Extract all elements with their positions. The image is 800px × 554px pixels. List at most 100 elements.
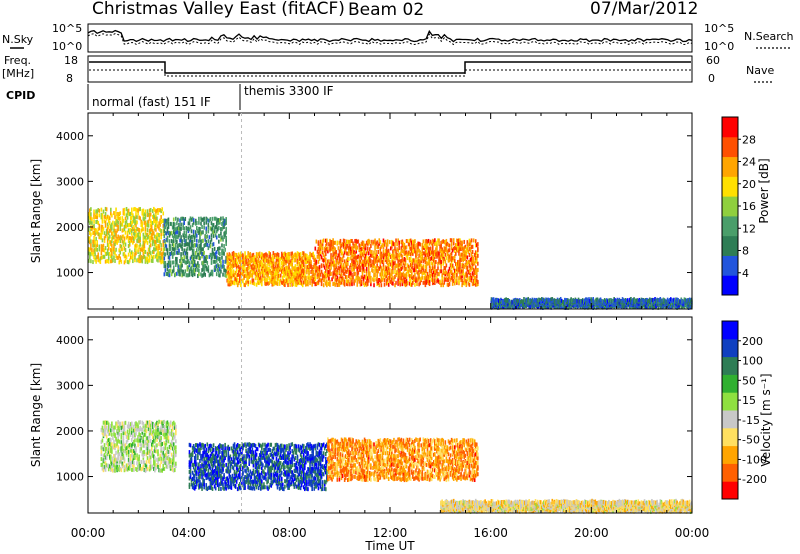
heatmap-cell — [511, 300, 514, 305]
heatmap-cell — [130, 255, 133, 260]
heatmap-cell — [465, 263, 468, 268]
heatmap-cell — [637, 298, 640, 303]
heatmap-cell — [291, 268, 294, 273]
heatmap-cell — [360, 251, 363, 256]
heatmap-cell — [150, 227, 153, 232]
heatmap-cell — [154, 247, 156, 252]
heatmap-cell — [137, 227, 139, 232]
heatmap-cell — [418, 265, 420, 270]
heatmap-cell — [451, 248, 454, 253]
heatmap-cell — [230, 263, 233, 268]
heatmap-cell — [615, 302, 618, 307]
heatmap-cell — [456, 247, 458, 252]
heatmap-cell — [123, 211, 126, 216]
heatmap-cell — [374, 268, 376, 273]
heatmap-cell — [160, 243, 162, 248]
heatmap-cell — [473, 261, 476, 266]
heatmap-cell — [246, 267, 248, 272]
heatmap-cell — [317, 254, 320, 259]
heatmap-cell — [397, 271, 399, 276]
heatmap-cell — [144, 223, 147, 228]
heatmap-cell — [101, 255, 104, 260]
heatmap-cell — [118, 216, 121, 221]
heatmap-cell — [323, 274, 326, 279]
heatmap-cell — [192, 220, 195, 225]
heatmap-cell — [219, 256, 221, 261]
heatmap-cell — [182, 251, 184, 256]
heatmap-cell — [191, 269, 194, 274]
heatmap-cell — [166, 235, 169, 240]
heatmap-cell — [466, 242, 469, 247]
heatmap-cell — [156, 235, 158, 240]
heatmap-cell — [423, 270, 426, 275]
heatmap-cell — [275, 271, 278, 276]
heatmap-cell — [429, 239, 432, 244]
heatmap-cell — [159, 218, 161, 223]
heatmap-cell — [401, 265, 404, 270]
heatmap-cell — [468, 269, 471, 274]
heatmap-cell — [135, 223, 137, 228]
heatmap-cell — [390, 246, 392, 251]
heatmap-cell — [354, 278, 356, 283]
heatmap-cell — [402, 259, 405, 264]
heatmap-cell — [255, 270, 258, 275]
heatmap-cell — [350, 281, 352, 286]
heatmap-cell — [357, 270, 360, 275]
heatmap-cell — [302, 268, 305, 273]
heatmap-cell — [597, 299, 600, 304]
heatmap-cell — [334, 277, 337, 282]
heatmap-cell — [185, 238, 188, 243]
heatmap-cell — [453, 271, 456, 276]
heatmap-cell — [247, 266, 249, 271]
heatmap-cell — [138, 244, 140, 249]
heatmap-cell — [200, 272, 202, 277]
heatmap-cell — [108, 234, 111, 239]
heatmap-cell — [275, 281, 278, 286]
heatmap-cell — [618, 297, 621, 302]
heatmap-cell — [494, 305, 497, 310]
heatmap-cell — [328, 242, 330, 247]
heatmap-cell — [205, 239, 208, 244]
heatmap-cell — [177, 235, 179, 240]
heatmap-cell — [157, 258, 159, 263]
heatmap-cell — [345, 261, 348, 266]
heatmap-cell — [330, 253, 332, 258]
heatmap-cell — [388, 262, 391, 267]
heatmap-cell — [355, 238, 357, 243]
heatmap-cell — [108, 228, 111, 233]
heatmap-cell — [458, 262, 460, 267]
heatmap-cell — [336, 275, 339, 280]
heatmap-cell — [348, 239, 350, 244]
heatmap-cell — [139, 242, 141, 247]
heatmap-cell — [251, 269, 254, 274]
heatmap-cell — [395, 238, 397, 243]
heatmap-cell — [293, 266, 296, 271]
heatmap-cell — [103, 236, 106, 241]
heatmap-cell — [259, 259, 262, 264]
heatmap-cell — [219, 246, 221, 251]
heatmap-cell — [384, 239, 387, 244]
heatmap-cell — [236, 277, 239, 282]
heatmap-cell — [127, 223, 130, 228]
heatmap-cell — [390, 262, 392, 267]
heatmap-cell — [115, 247, 117, 252]
heatmap-cell — [137, 239, 139, 244]
heatmap-cell — [448, 248, 451, 253]
heatmap-cell — [143, 212, 146, 217]
nsky-tick-top: 10^5 — [52, 22, 82, 35]
heatmap-cell — [570, 297, 572, 302]
heatmap-cell — [162, 218, 165, 223]
heatmap-cell — [338, 249, 341, 254]
heatmap-cell — [129, 236, 132, 241]
heatmap-cell — [352, 246, 354, 251]
heatmap-cell — [183, 259, 186, 264]
heatmap-cell — [428, 264, 431, 269]
heatmap-cell — [291, 266, 294, 271]
heatmap-cell — [178, 243, 180, 248]
heatmap-cell — [111, 243, 113, 248]
heatmap-cell — [190, 254, 193, 259]
heatmap-cell — [178, 226, 180, 231]
heatmap-cell — [332, 257, 334, 262]
heatmap-cell — [370, 243, 372, 248]
heatmap-cell — [114, 211, 116, 216]
